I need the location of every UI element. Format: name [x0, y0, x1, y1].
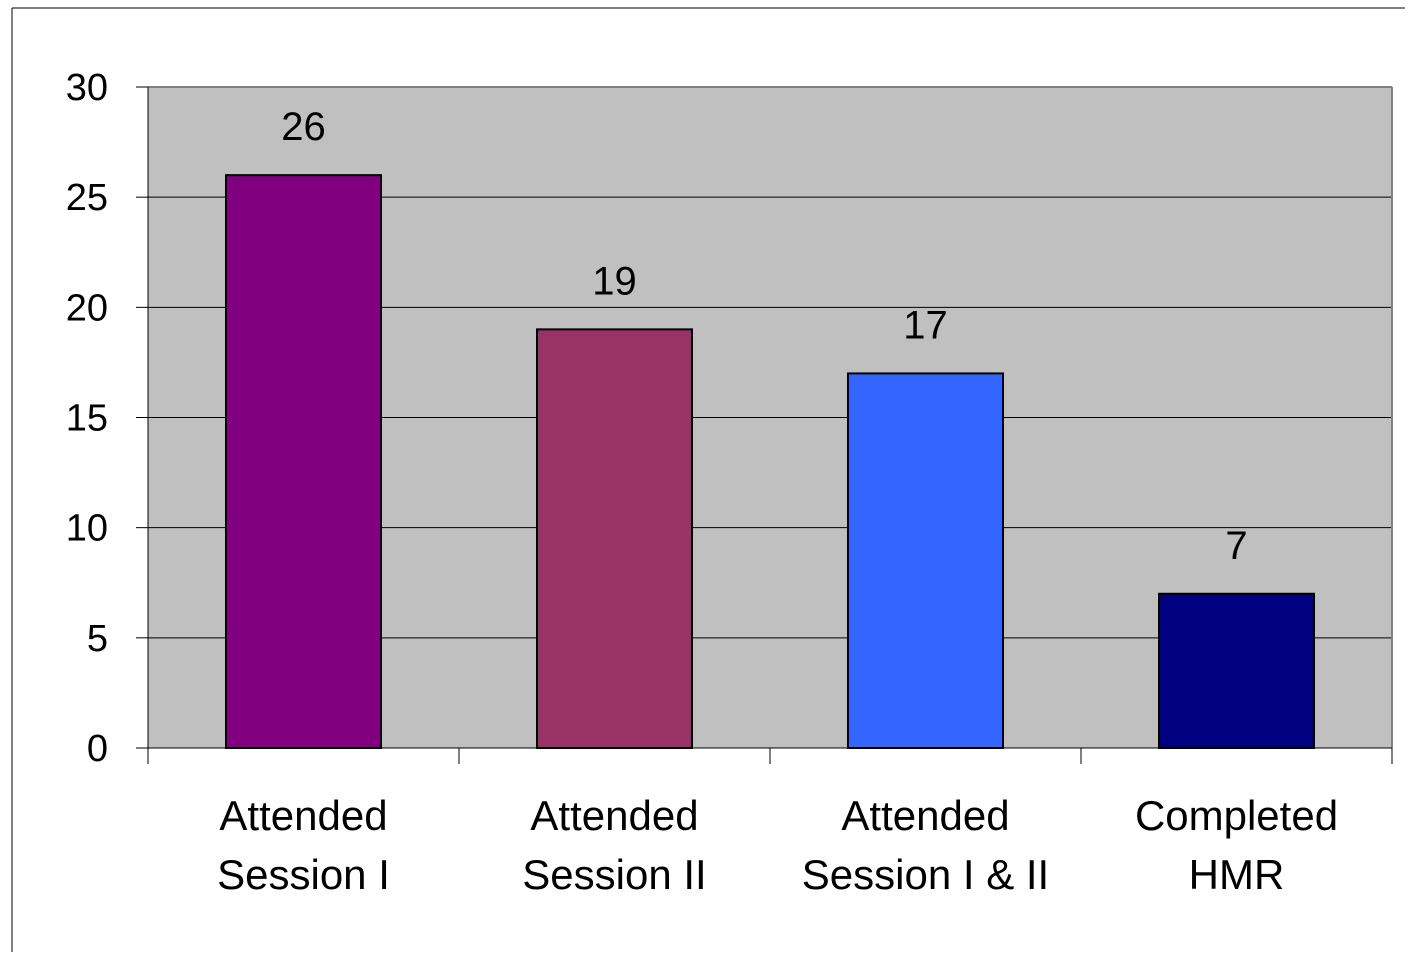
- x-tick-label: Attended: [219, 792, 387, 839]
- x-tick-label: HMR: [1189, 851, 1285, 898]
- y-tick-label: 30: [66, 67, 108, 109]
- x-tick-label: Attended: [841, 792, 1009, 839]
- bar: [1158, 592, 1315, 749]
- data-label: 7: [1225, 524, 1247, 568]
- x-tick-label: Attended: [530, 792, 698, 839]
- x-tick-label: Session II: [522, 851, 706, 898]
- data-label: 19: [592, 259, 637, 303]
- y-tick-label: 15: [66, 398, 108, 440]
- bar: [536, 328, 693, 749]
- x-tick-label: Completed: [1135, 792, 1338, 839]
- bar: [225, 174, 382, 749]
- y-tick-label: 0: [87, 728, 108, 770]
- y-tick-label: 5: [87, 618, 108, 660]
- y-tick-label: 25: [66, 177, 108, 219]
- bar: [847, 372, 1004, 749]
- y-tick-label: 20: [66, 287, 108, 329]
- x-tick-label: Session I: [217, 851, 390, 898]
- data-label: 17: [903, 303, 948, 347]
- data-label: 26: [281, 105, 326, 149]
- plot-area: 0 5 10 15 20 25 30 Attended Session I Attended Ses…: [66, 67, 1393, 898]
- y-tick-label: 10: [66, 508, 108, 550]
- x-tick-label: Session I & II: [802, 851, 1049, 898]
